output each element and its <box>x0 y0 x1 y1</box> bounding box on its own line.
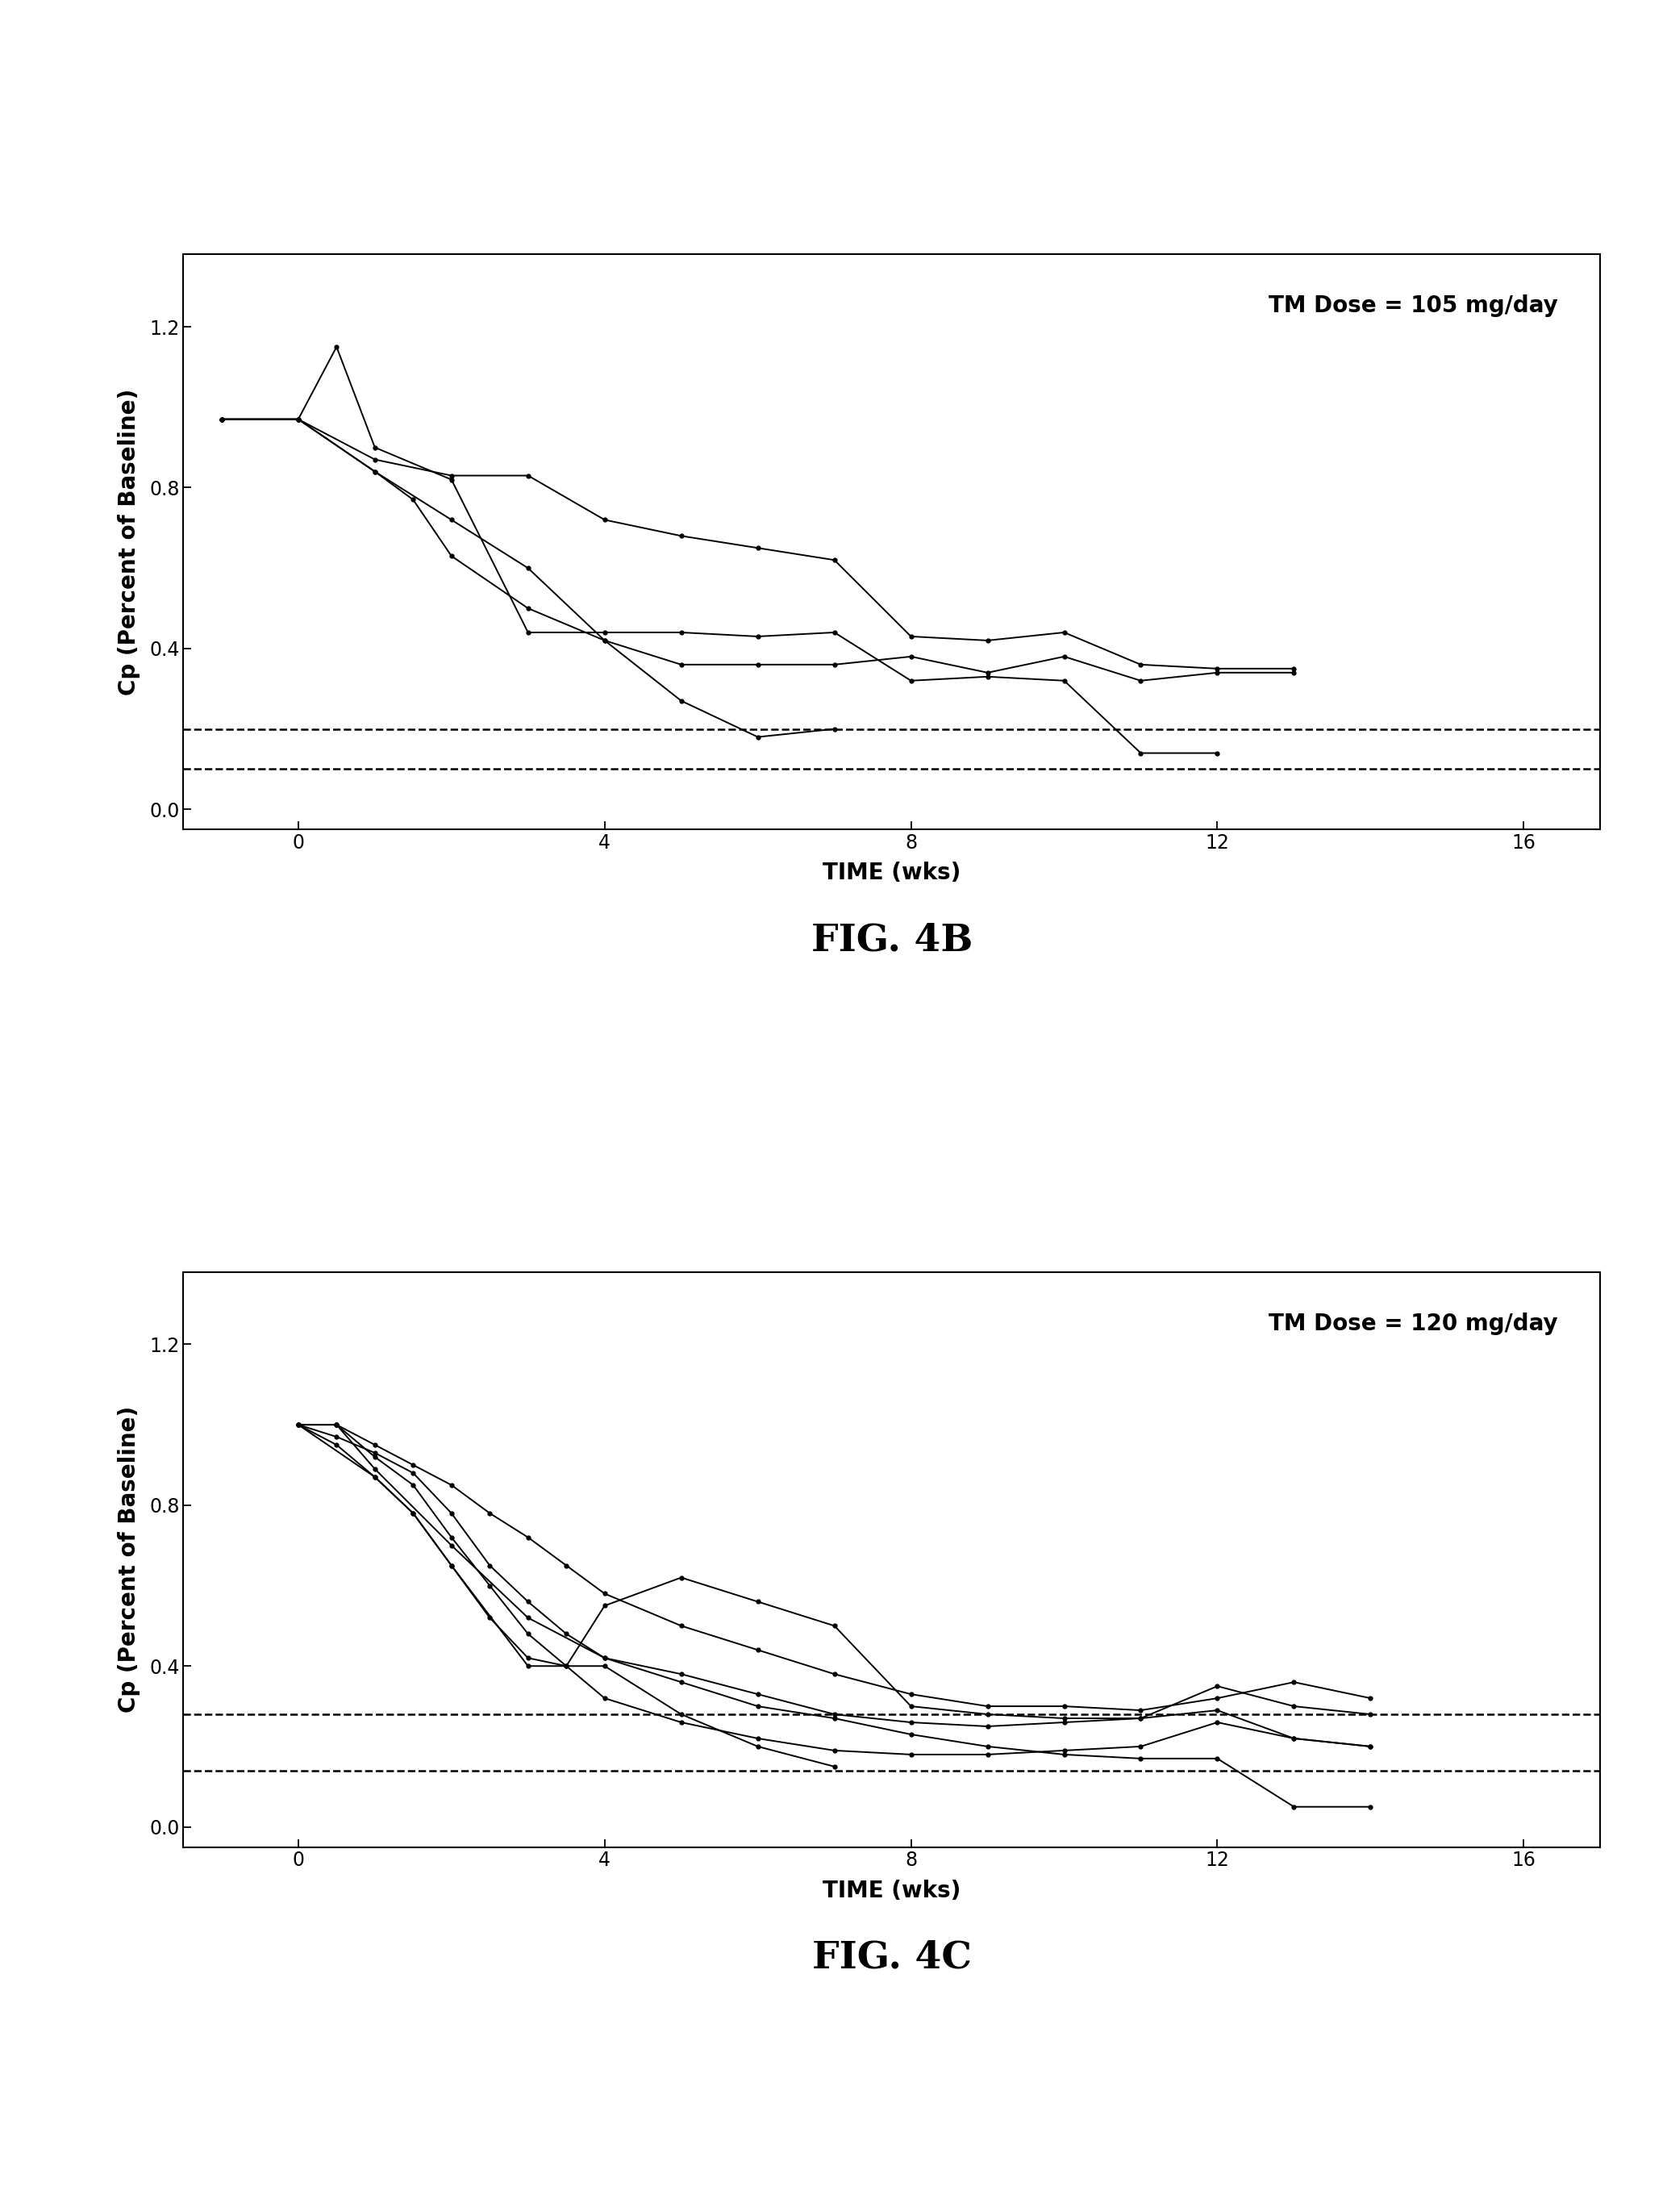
Text: FIG. 4B: FIG. 4B <box>812 922 972 958</box>
Text: FIG. 4C: FIG. 4C <box>812 1940 972 1975</box>
Y-axis label: Cp (Percent of Baseline): Cp (Percent of Baseline) <box>118 1407 140 1712</box>
X-axis label: TIME (wks): TIME (wks) <box>823 863 960 885</box>
Y-axis label: Cp (Percent of Baseline): Cp (Percent of Baseline) <box>118 389 140 695</box>
Text: TM Dose = 105 mg/day: TM Dose = 105 mg/day <box>1269 294 1557 316</box>
X-axis label: TIME (wks): TIME (wks) <box>823 1880 960 1902</box>
Text: TM Dose = 120 mg/day: TM Dose = 120 mg/day <box>1269 1312 1557 1334</box>
